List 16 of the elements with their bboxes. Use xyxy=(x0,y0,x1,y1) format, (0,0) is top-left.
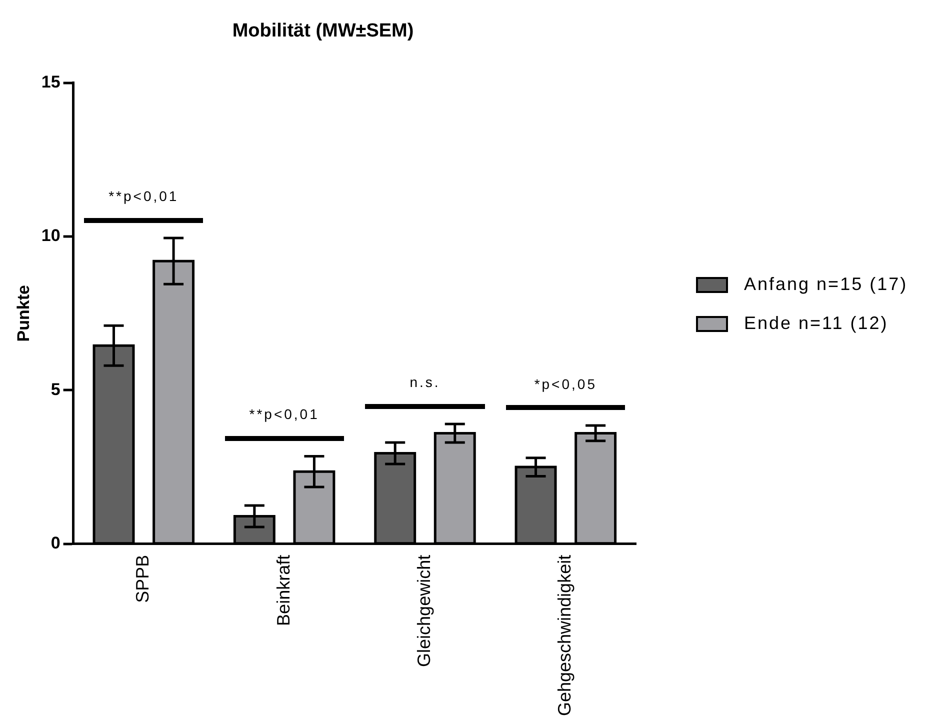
x-tick-label: Beinkraft xyxy=(273,554,294,626)
x-tick-label: Gehgeschwindigkeit xyxy=(554,554,575,716)
y-tick-label: 5 xyxy=(50,380,60,399)
annotation: n.s. xyxy=(410,374,440,390)
legend-label: Anfang n=15 (17) xyxy=(744,274,908,296)
x-tick-label: Gleichgewicht xyxy=(414,554,434,667)
y-axis-title: Punkte xyxy=(14,285,33,342)
legend-label: Ende n=11 (12) xyxy=(744,313,888,334)
annotation: **p<0,01 xyxy=(249,406,320,422)
chart-title: Mobilität (MW±SEM) xyxy=(232,20,414,42)
y-tick-label: 0 xyxy=(50,534,60,553)
y-tick-label: 15 xyxy=(41,72,60,92)
annotation: **p<0,01 xyxy=(108,188,179,204)
annotation: *p<0,05 xyxy=(534,376,597,392)
x-tick-label: SPPB xyxy=(132,554,153,603)
y-tick-label: 10 xyxy=(41,226,60,246)
